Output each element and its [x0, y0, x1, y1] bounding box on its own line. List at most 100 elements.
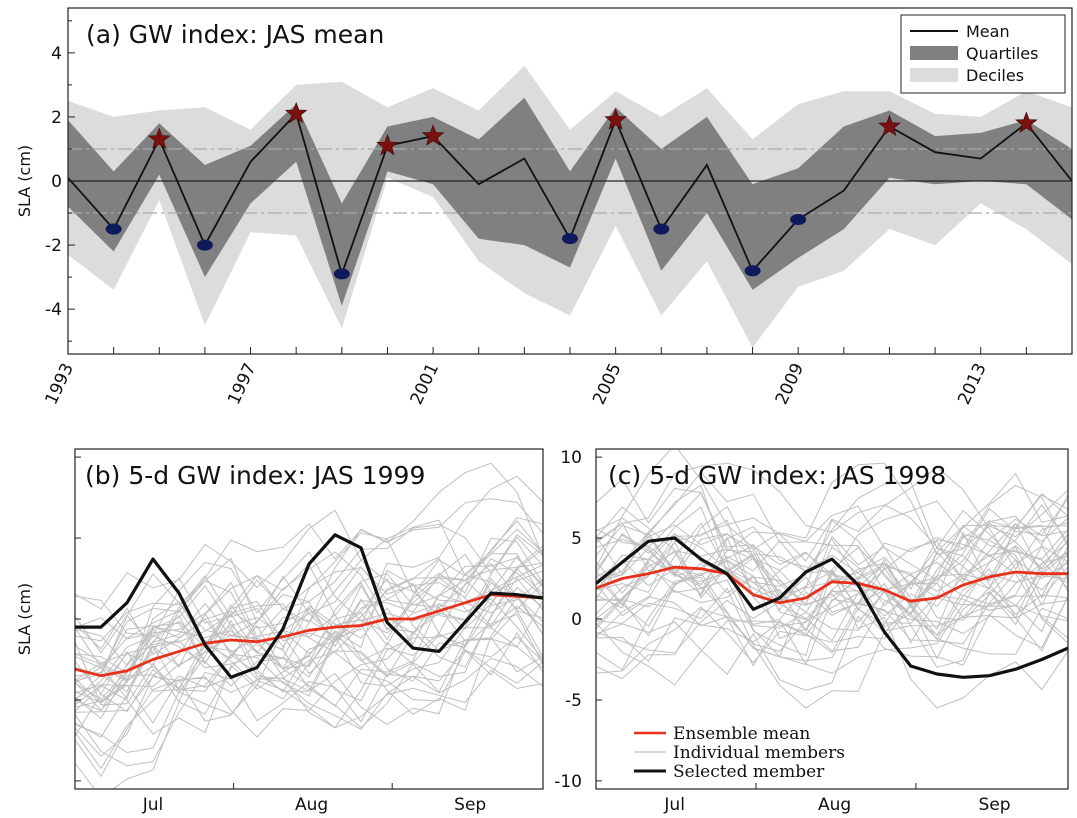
quartiles-band [68, 97, 1072, 306]
ensemble-mean-line [75, 593, 543, 678]
positive-year-star [376, 133, 399, 156]
panel-a-xticks: 1993 1997 2001 2005 2009 2013 [42, 347, 1073, 408]
panel-c-plot-area [596, 449, 1068, 709]
member-line [596, 518, 1068, 627]
panel-lines [75, 462, 543, 789]
member-line [75, 523, 543, 676]
member-line [596, 449, 1068, 605]
panel-a-xtick-label: 2009 [772, 360, 808, 408]
member-line [596, 504, 1068, 626]
member-line [596, 525, 1068, 607]
member-line [596, 472, 1068, 608]
member-line [596, 522, 1068, 642]
member-line [75, 462, 543, 669]
positive-year-star [147, 127, 171, 150]
member-line [75, 657, 543, 770]
panel-a-xtick-label: 2005 [589, 360, 625, 408]
member-line [596, 489, 1068, 581]
panel-a-ytick-label: 0 [51, 172, 62, 192]
member-line [75, 562, 543, 691]
panel-b: (b) 5-d GW index: JAS 1999 SLA (cm) Jul A… [15, 448, 544, 815]
negative-year-dot [196, 239, 213, 251]
member-line [75, 532, 543, 650]
panel-b-plot-area [75, 462, 543, 789]
panel-a-xtick-label: 1997 [224, 360, 260, 408]
member-line [75, 577, 543, 706]
negative-year-dot [744, 265, 761, 277]
legend-members-label: Individual members [673, 743, 845, 763]
panel-c-legend: Ensemble mean Individual members Selecte… [634, 724, 845, 782]
panel-b-ylabel: SLA (cm) [15, 583, 34, 655]
member-line [75, 551, 543, 704]
member-line [596, 506, 1068, 633]
member-line [596, 591, 1068, 674]
negative-year-dot [653, 223, 670, 235]
panel-a-ytick-label: 2 [51, 108, 62, 128]
negative-year-dot [105, 223, 122, 235]
member-line [75, 578, 543, 700]
xtick-label: Sep [979, 795, 1011, 815]
xtick-label: Jul [142, 795, 164, 815]
panel-b-title: (b) 5-d GW index: JAS 1999 [85, 461, 425, 490]
panel-c-ytick-label: 0 [571, 610, 582, 630]
panel-b-frame [74, 448, 544, 790]
selected-member-line [596, 536, 1068, 679]
selected-member-line [75, 533, 543, 679]
member-line [75, 631, 543, 778]
legend-mean-label: Mean [966, 22, 1010, 41]
negative-year-dot [562, 233, 578, 245]
panel-b-xticks: Jul Aug Sep [74, 456, 544, 815]
panel-a-ylabel: SLA (cm) [15, 145, 34, 217]
positive-year-star [878, 114, 901, 137]
panel-c-title: (c) 5-d GW index: JAS 1998 [608, 461, 946, 490]
member-line [596, 540, 1068, 668]
panel-c-ytick-label: 5 [571, 529, 582, 549]
member-line [75, 596, 543, 767]
panel-c: (c) 5-d GW index: JAS 1998 10 5 0 -5 -10 Jul… [554, 448, 1069, 815]
member-line [596, 462, 1068, 582]
member-line [596, 532, 1068, 621]
positive-year-star [1015, 111, 1038, 133]
member-line [596, 492, 1068, 581]
legend-quartiles-label: Quartiles [966, 44, 1038, 63]
positive-year-star [284, 101, 308, 124]
member-line [75, 475, 543, 680]
member-line [75, 598, 543, 701]
member-line [596, 596, 1068, 691]
panel-c-ytick-label: -5 [565, 691, 582, 711]
negative-year-dot [333, 268, 350, 280]
panel-a-xtick-label: 1993 [42, 360, 78, 408]
member-line [75, 570, 543, 729]
member-line [75, 582, 543, 704]
legend-ensemble-label: Ensemble mean [673, 724, 810, 744]
panel-c-yticks: 10 5 0 -5 -10 [554, 448, 602, 792]
ensemble-mean-line [596, 565, 1068, 605]
panel-a-legend: Mean Quartiles Deciles [900, 14, 1066, 94]
positive-year-star [604, 108, 627, 130]
panel-c-ytick-label: 10 [560, 448, 582, 468]
panel-a-plot-area [67, 65, 1073, 348]
member-line [75, 603, 543, 713]
xtick-label: Sep [454, 795, 486, 815]
member-line [596, 522, 1068, 632]
member-line [596, 505, 1068, 614]
legend-deciles-swatch [910, 68, 958, 82]
member-line [596, 560, 1068, 662]
panel-lines [596, 449, 1068, 709]
member-line [75, 498, 543, 683]
member-line [75, 557, 543, 712]
member-line [596, 570, 1068, 674]
panel-a-xtick-label: 2001 [407, 360, 443, 408]
member-line [75, 576, 543, 692]
member-line [596, 562, 1068, 652]
panel-a-ytick-label: -4 [45, 300, 62, 320]
panel-c-ytick-label: -10 [554, 772, 582, 792]
member-line [596, 519, 1068, 655]
member-line [75, 520, 543, 700]
panel-a-ytick-label: -2 [45, 236, 62, 256]
member-line [75, 669, 543, 729]
legend-selected-label: Selected member [673, 762, 825, 782]
positive-year-star [421, 124, 445, 146]
member-line [596, 545, 1068, 680]
